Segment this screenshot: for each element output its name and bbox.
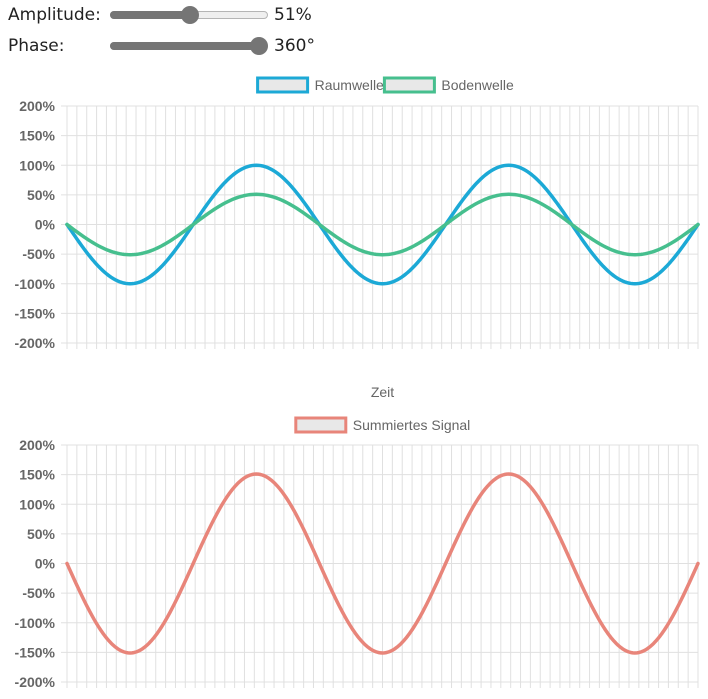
y-tick-label: 0% — [35, 217, 56, 233]
amplitude-value: 51% — [274, 5, 312, 25]
y-tick-label: 200% — [19, 437, 55, 453]
wave-chart: Raumwelle Bodenwelle 200% 150% 100% 50% 0% -50%… — [15, 76, 700, 400]
y-tick-label: 150% — [19, 467, 55, 483]
chart-grid — [61, 444, 699, 688]
y-tick-label: -150% — [15, 644, 56, 660]
y-tick-label: 50% — [27, 526, 56, 542]
amplitude-slider[interactable] — [110, 6, 268, 24]
y-tick-label: -50% — [22, 246, 55, 262]
y-tick-label: -50% — [22, 585, 55, 601]
phase-control: Phase: 360° — [8, 33, 315, 59]
sum-chart: Summiertes Signal 200% 150% 100% 50% 0% -50% -1… — [15, 416, 700, 690]
y-tick-label: 0% — [35, 556, 56, 572]
amplitude-control: Amplitude: 51% — [8, 2, 312, 28]
phase-value: 360° — [274, 36, 315, 56]
phase-slider-thumb[interactable] — [250, 37, 268, 55]
legend-swatch-bodenwelle — [382, 76, 436, 94]
amplitude-slider-fill — [110, 11, 191, 19]
series-line-summiertes-signal — [65, 472, 700, 655]
phase-slider[interactable] — [110, 37, 268, 55]
x-axis-label: Zeit — [371, 384, 394, 400]
legend-label-raumwelle: Raumwelle — [315, 77, 384, 93]
y-tick-label: 50% — [27, 187, 56, 203]
y-tick-label: 200% — [19, 98, 55, 114]
chart-legend: Raumwelle Bodenwelle — [256, 76, 514, 94]
legend-swatch-summiertes-signal — [294, 416, 348, 434]
y-tick-label: 100% — [19, 496, 55, 512]
y-tick-label: -200% — [15, 674, 56, 690]
series-line-bodenwelle — [65, 192, 700, 257]
y-tick-label: -150% — [15, 305, 56, 321]
y-tick-label: 150% — [19, 128, 55, 144]
chart-grid — [61, 105, 699, 349]
series-line-raumwelle — [65, 163, 700, 286]
legend-item-bodenwelle[interactable]: Bodenwelle — [382, 76, 514, 94]
legend-label-summiertes-signal: Summiertes Signal — [353, 417, 471, 433]
amplitude-slider-thumb[interactable] — [181, 6, 200, 24]
chart-legend: Summiertes Signal — [294, 416, 471, 434]
amplitude-label: Amplitude: — [8, 5, 101, 25]
y-tick-label: -100% — [15, 276, 56, 292]
legend-label-bodenwelle: Bodenwelle — [441, 77, 514, 93]
legend-item-raumwelle[interactable]: Raumwelle — [256, 76, 384, 94]
legend-swatch-raumwelle — [256, 76, 310, 94]
phase-label: Phase: — [8, 36, 65, 56]
y-tick-label: -100% — [15, 615, 56, 631]
y-tick-label: -200% — [15, 335, 56, 351]
y-tick-label: 100% — [19, 157, 55, 173]
phase-slider-fill — [110, 42, 259, 50]
legend-item-summiertes-signal[interactable]: Summiertes Signal — [294, 416, 471, 434]
